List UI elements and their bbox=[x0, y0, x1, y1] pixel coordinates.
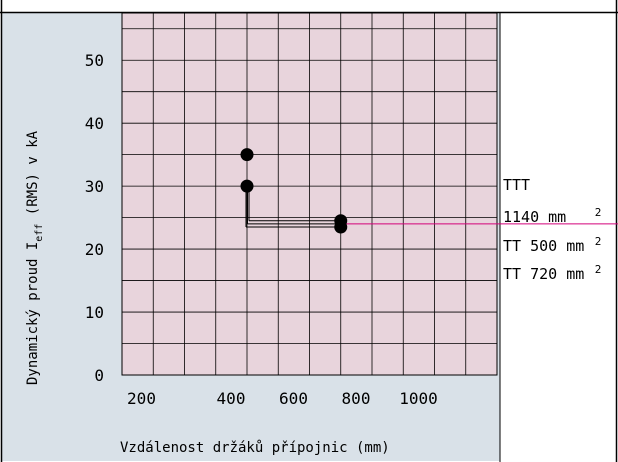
legend-entry: TT 500 mm bbox=[503, 237, 584, 255]
legend-entry-superscript: 2 bbox=[595, 235, 602, 248]
data-point bbox=[240, 179, 254, 193]
x-tick-label: 600 bbox=[279, 389, 308, 408]
y-axis-label-subscript: eff bbox=[34, 224, 45, 242]
legend-entry: TTT bbox=[503, 176, 530, 194]
y-tick-label: 20 bbox=[85, 240, 104, 259]
connector-lines bbox=[245, 186, 341, 228]
y-axis-label-main: Dynamický proud I bbox=[25, 242, 41, 385]
legend-entry-superscript: 2 bbox=[595, 206, 602, 219]
legend-entry: 1140 mm bbox=[503, 208, 566, 226]
legend: TTT 1140 mm 2 TT 500 mm 2 TT 720 mm 2 bbox=[503, 176, 601, 283]
y-tick-label: 40 bbox=[85, 114, 104, 133]
y-tick-label: 0 bbox=[94, 366, 104, 385]
plot-border bbox=[121, 12, 498, 376]
x-axis-label: Vzdálenost držáků přípojnic (mm) bbox=[120, 440, 390, 456]
x-tick-label: 800 bbox=[342, 389, 371, 408]
y-tick-label: 10 bbox=[85, 303, 104, 322]
x-tick-label: 200 bbox=[127, 389, 156, 408]
legend-entry-label: 1140 mm bbox=[503, 208, 566, 226]
data-point bbox=[334, 220, 348, 234]
legend-entry-label: TT 500 mm bbox=[503, 237, 584, 255]
y-axis-label-unit: (RMS) v kA bbox=[25, 130, 41, 223]
legend-entry-label: TT 720 mm bbox=[503, 265, 584, 283]
x-tick-label: 1000 bbox=[399, 389, 438, 408]
y-axis-ticks: 0 10 20 30 40 50 bbox=[85, 51, 104, 385]
x-tick-label: 400 bbox=[217, 389, 246, 408]
x-axis-ticks: 200 400 600 800 1000 bbox=[127, 389, 438, 408]
legend-entry: TT 720 mm bbox=[503, 265, 584, 283]
legend-entry-superscript: 2 bbox=[595, 263, 602, 276]
data-points bbox=[240, 148, 348, 234]
data-point bbox=[240, 148, 254, 162]
y-tick-label: 50 bbox=[85, 51, 104, 70]
legend-entry-label: TTT bbox=[503, 176, 530, 194]
y-tick-label: 30 bbox=[85, 177, 104, 196]
y-axis-label: Dynamický proud Ieff (RMS) v kA bbox=[25, 130, 45, 385]
